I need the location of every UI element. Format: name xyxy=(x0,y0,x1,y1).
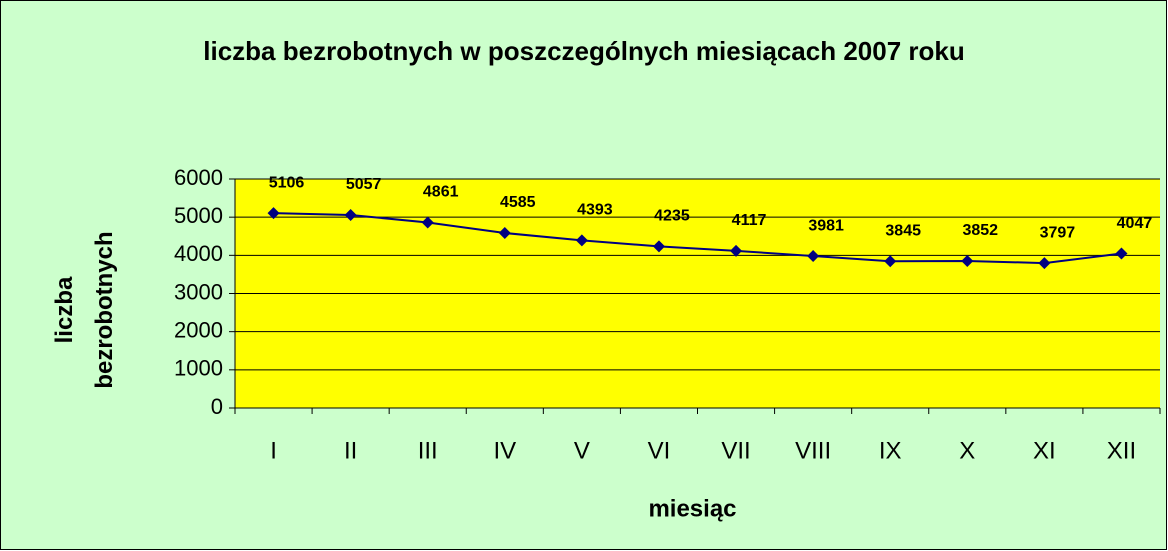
data-label: 3797 xyxy=(1040,224,1076,241)
marker xyxy=(498,227,511,240)
x-tick-label: VIII xyxy=(795,437,831,464)
x-tick-label: III xyxy=(418,437,438,464)
chart-title: liczba bezrobotnych w poszczególnych mie… xyxy=(203,36,965,66)
marker xyxy=(961,254,974,267)
data-label: 4861 xyxy=(423,184,459,201)
data-label: 5106 xyxy=(269,174,305,191)
x-tick-label: VI xyxy=(648,437,671,464)
data-label: 4585 xyxy=(500,194,536,211)
marker xyxy=(884,255,897,268)
x-tick-label: XII xyxy=(1107,437,1136,464)
x-tick-label: I xyxy=(270,437,277,464)
y-tick-label: 3000 xyxy=(174,279,223,304)
marker xyxy=(575,234,588,247)
y-axis-title: liczba bezrobotnych xyxy=(51,231,118,389)
marker xyxy=(1038,257,1051,270)
series-line xyxy=(273,212,1122,265)
x-axis-title: miesiąc xyxy=(648,495,736,522)
y-tick-label: 5000 xyxy=(174,203,223,228)
x-tick-label: IV xyxy=(493,437,516,464)
data-label: 4047 xyxy=(1117,215,1153,232)
data-label: 4117 xyxy=(732,212,767,229)
y-tick-label: 1000 xyxy=(174,356,223,381)
x-tick-label: V xyxy=(574,437,590,464)
marker xyxy=(807,250,820,263)
x-tick-label: XI xyxy=(1033,437,1056,464)
x-tick-label: II xyxy=(344,437,357,464)
data-label: 4235 xyxy=(654,208,690,225)
marker xyxy=(267,207,280,220)
marker xyxy=(344,208,357,221)
data-label: 5057 xyxy=(346,176,382,193)
data-label: 3852 xyxy=(962,222,998,239)
data-label: 4393 xyxy=(577,202,613,219)
x-tick-label: IX xyxy=(879,437,902,464)
data-label: 3981 xyxy=(808,217,844,234)
y-tick-label: 2000 xyxy=(174,317,223,342)
marker xyxy=(1115,247,1128,260)
y-tick-label: 4000 xyxy=(174,241,223,266)
y-tick-label: 0 xyxy=(211,394,223,419)
x-tick-label: VII xyxy=(721,437,750,464)
x-tick-label: X xyxy=(959,437,975,464)
marker xyxy=(421,216,434,229)
marker xyxy=(730,244,743,257)
y-tick-label: 6000 xyxy=(174,165,223,190)
marker xyxy=(652,240,665,253)
data-label: 3845 xyxy=(885,222,921,239)
